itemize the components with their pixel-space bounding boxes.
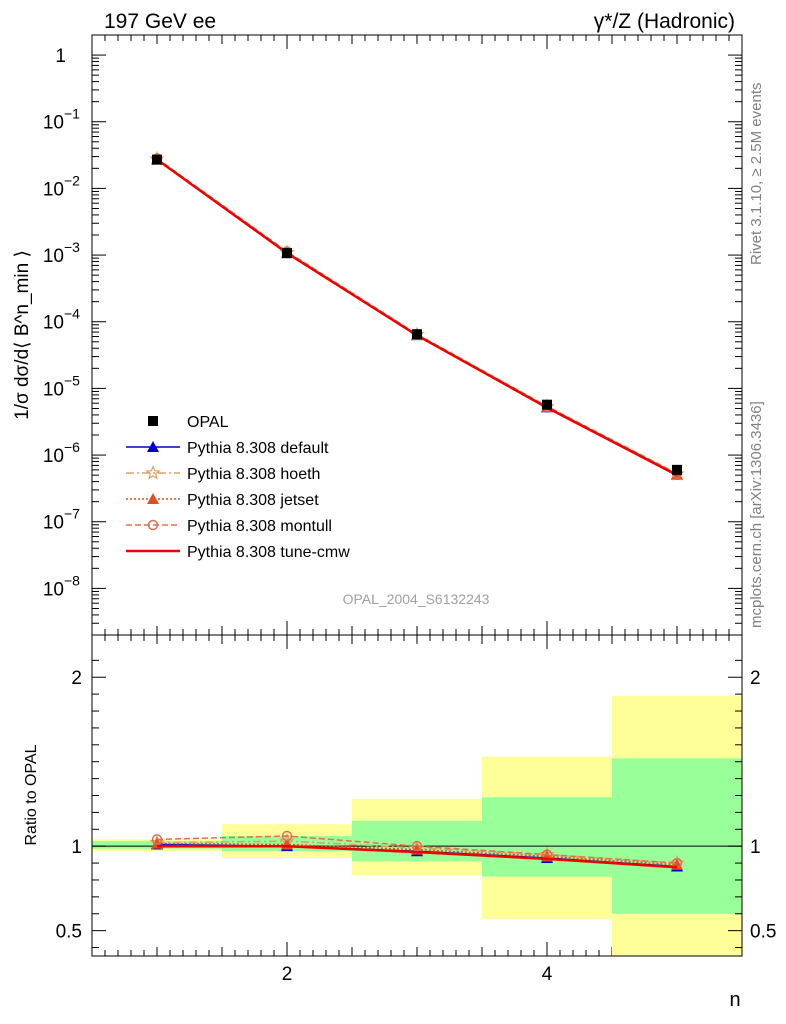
legend-marker — [148, 416, 158, 426]
ratio-plot-frame — [91, 634, 743, 957]
ratio-y-tick-label-right: 2 — [750, 668, 761, 689]
ratio-series-marker-3 — [671, 857, 683, 869]
opal-data-points — [152, 154, 682, 475]
y-tick-exponent: −3 — [64, 239, 80, 255]
ratio-y-tick-label-right: 1 — [750, 837, 761, 858]
legend-marker — [147, 519, 159, 531]
y-tick-label: 10 — [43, 579, 64, 600]
legend-entry-label: OPAL — [187, 414, 229, 431]
main-y-axis-title: 1/σ dσ/d⟨ B^n_min ⟩ — [12, 250, 33, 420]
legend-marker — [145, 464, 161, 480]
y-tick-exponent: −4 — [64, 306, 80, 322]
rivet-version-label: Rivet 3.1.10, ≥ 2.5M events — [748, 83, 765, 266]
y-tick-label: 1 — [55, 46, 66, 67]
y-tick-label: 10 — [43, 379, 64, 400]
x-tick-label: 4 — [542, 964, 553, 985]
left-title: 197 GeV ee — [104, 10, 216, 33]
mcplots-credit-label: mcplots.cern.ch [arXiv:1306.3436] — [748, 401, 765, 628]
ratio-y-tick-label-left: 2 — [71, 668, 82, 689]
ratio-series-marker-3 — [411, 840, 423, 852]
legend-entry-label: Pythia 8.308 montull — [187, 518, 332, 535]
legend-entry-label: Pythia 8.308 tune-cmw — [187, 544, 350, 561]
legend-marker — [147, 493, 159, 504]
ratio-y-tick-label-left: 0.5 — [56, 922, 82, 943]
y-tick-label: 10 — [43, 246, 64, 267]
opal-data-point — [282, 248, 292, 259]
opal-data-point — [542, 399, 552, 410]
legend-entry-label: Pythia 8.308 jetset — [187, 492, 319, 509]
y-tick-label: 10 — [43, 446, 64, 467]
ratio-y-tick-label-right: 0.5 — [750, 922, 776, 943]
ratio-uncertainty-bands — [92, 695, 742, 956]
legend-entry-label: Pythia 8.308 default — [187, 440, 329, 457]
ratio-y-axis-title: Ratio to OPAL — [23, 744, 40, 845]
y-tick-label: 10 — [43, 313, 64, 334]
ratio-series-lines — [149, 830, 685, 872]
y-tick-exponent: −5 — [64, 372, 80, 388]
opal-data-point — [152, 154, 162, 165]
y-tick-exponent: −1 — [64, 106, 80, 122]
ratio-series-marker-3 — [151, 834, 163, 845]
ratio-series-marker-3 — [281, 830, 293, 842]
ratio-band-inner — [482, 797, 612, 877]
y-tick-exponent: −8 — [64, 572, 80, 588]
legend-marker — [147, 441, 159, 452]
opal-data-point — [672, 464, 682, 475]
analysis-watermark: OPAL_2004_S6132243 — [343, 591, 490, 607]
ratio-axis-ticks: 0.5 0.5 1 1 2 2 2 4 — [56, 659, 776, 985]
y-tick-label: 10 — [43, 513, 64, 534]
x-tick-label: 2 — [282, 964, 293, 985]
x-axis-title: n — [729, 989, 740, 1011]
ratio-plot: 0.5 0.5 1 1 2 2 2 4 — [56, 634, 776, 985]
y-tick-label: 10 — [43, 113, 64, 134]
opal-data-point — [412, 329, 422, 340]
y-tick-exponent: −7 — [64, 506, 80, 522]
ratio-series-line-3 — [156, 835, 678, 864]
right-title: γ*/Z (Hadronic) — [594, 10, 735, 33]
main-y-tick-labels: 110−110−210−310−410−510−610−710−8 — [43, 46, 80, 600]
legend: OPAL Pythia 8.308 default Pythia 8.308 hoe… — [126, 414, 350, 561]
y-tick-exponent: −2 — [64, 172, 80, 188]
ratio-y-tick-label-left: 1 — [71, 837, 82, 858]
y-tick-label: 10 — [43, 179, 64, 200]
ratio-series-line-4 — [157, 844, 678, 869]
main-axis-ticks — [92, 34, 742, 956]
legend-entry-label: Pythia 8.308 hoeth — [187, 466, 320, 483]
y-tick-exponent: −6 — [64, 439, 80, 455]
ratio-band-inner — [612, 758, 742, 914]
